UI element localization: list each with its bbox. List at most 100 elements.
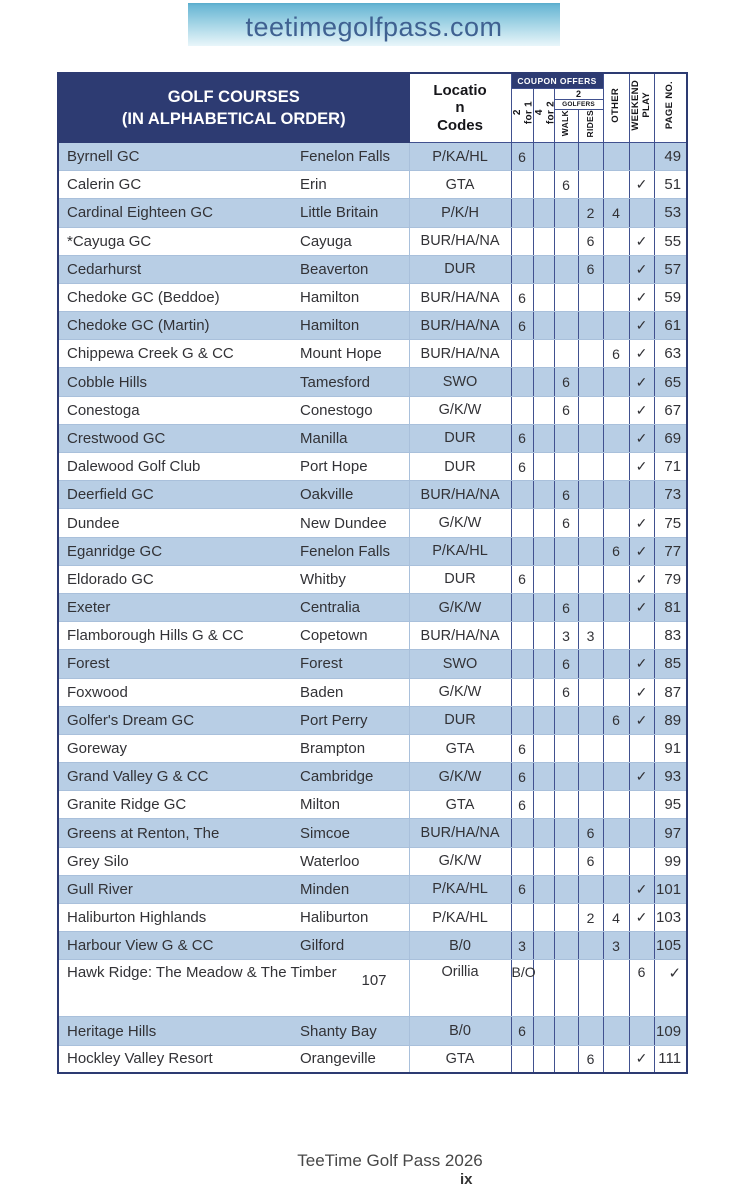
- course-location-cell: Orangeville: [300, 1044, 410, 1074]
- coupon-2for1-cell: [510, 1044, 534, 1074]
- coupon-walk-cell: 6: [553, 508, 579, 538]
- weekend-play-cell: ✓: [628, 762, 655, 792]
- course-name-cell: Eldorado GC: [57, 564, 300, 594]
- course-name-cell: Harbour View G & CC: [57, 931, 300, 961]
- coupon-other-cell: [602, 621, 630, 651]
- coupon-2for1-cell: [510, 592, 534, 623]
- table-row: Hockley Valley Resort Orangeville GTA 6 ✓ 111: [57, 1044, 688, 1074]
- coupon-2for1-cell: [510, 536, 534, 566]
- course-location-cell: Forest: [300, 649, 410, 679]
- coupon-2for1-cell: [510, 480, 534, 510]
- page-number-cell: 77: [653, 536, 688, 566]
- course-name-cell: Cobble Hills: [57, 367, 300, 397]
- coupon-2for1-cell: [510, 649, 534, 679]
- location-codes-cell: P/KA/HL: [408, 874, 512, 905]
- header-coupon-offers: COUPON OFFERS: [510, 72, 604, 89]
- coupon-walk-cell: 6: [553, 592, 579, 623]
- coupon-other-cell: 6: [602, 339, 630, 369]
- coupon-walk-cell: [553, 254, 579, 284]
- coupon-rides-cell: [577, 508, 604, 538]
- page-number-cell: 91: [653, 733, 688, 764]
- coupon-walk-cell: [553, 536, 579, 566]
- coupon-walk-cell: [553, 959, 579, 1018]
- coupon-walk-cell: [553, 423, 579, 454]
- table-row: Exeter Centralia G/K/W 6 ✓ 81: [57, 592, 688, 623]
- location-codes-cell: SWO: [408, 649, 512, 679]
- location-codes-cell: DUR: [408, 423, 512, 454]
- coupon-walk-cell: [553, 733, 579, 764]
- course-location-cell: Tamesford: [300, 367, 410, 397]
- coupon-4for2-cell: [532, 677, 555, 707]
- location-codes-cell: G/K/W: [408, 395, 512, 425]
- coupon-2for1-cell: [510, 818, 534, 848]
- page-number-cell: 57: [653, 254, 688, 284]
- table-row: Goreway Brampton GTA 6 91: [57, 733, 688, 764]
- table-row: Cedarhurst Beaverton DUR 6 ✓ 57: [57, 254, 688, 284]
- coupon-walk-cell: [553, 1016, 579, 1046]
- coupon-rides-cell: [577, 790, 604, 820]
- page-number-cell: 71: [653, 452, 688, 482]
- course-name-cell: Flamborough Hills G & CC: [57, 621, 300, 651]
- location-codes-cell: GTA: [408, 170, 512, 200]
- coupon-4for2-cell: [532, 198, 555, 228]
- table-row: Haliburton Highlands Haliburton P/KA/HL 2 4 ✓…: [57, 903, 688, 933]
- page-number-cell: 75: [653, 508, 688, 538]
- weekend-play-cell: [628, 733, 655, 764]
- weekend-play-cell: ✓: [628, 592, 655, 623]
- course-location-cell: Manilla: [300, 423, 410, 454]
- page-number-cell: 109: [653, 1016, 688, 1046]
- page-number-cell: 87: [653, 677, 688, 707]
- course-location-cell: Port Perry: [300, 705, 410, 735]
- coupon-other-cell: [602, 762, 630, 792]
- coupon-rides-cell: [577, 536, 604, 566]
- weekend-play-cell: ✓: [628, 170, 655, 200]
- course-location-cell: Beaverton: [300, 254, 410, 284]
- coupon-2for1-cell: [510, 198, 534, 228]
- weekend-play-cell: ✓: [628, 282, 655, 313]
- coupon-4for2-cell: [532, 846, 555, 876]
- coupon-4for2-cell: [532, 1044, 555, 1074]
- table-header: GOLF COURSES (IN ALPHABETICAL ORDER) Loc…: [57, 72, 688, 143]
- location-codes-cell: BUR/HA/NA: [408, 311, 512, 341]
- table-row: Flamborough Hills G & CC Copetown BUR/HA/N…: [57, 621, 688, 651]
- coupon-other-cell: [602, 282, 630, 313]
- coupon-2for1-cell: 6: [510, 733, 534, 764]
- weekend-play-cell: ✓: [628, 677, 655, 707]
- page-number-cell: 81: [653, 592, 688, 623]
- coupon-2for1-cell: [510, 705, 534, 735]
- course-location-cell: Hamilton: [300, 282, 410, 313]
- coupon-walk-cell: 6: [553, 480, 579, 510]
- page-number-cell: 59: [653, 282, 688, 313]
- course-name-cell: Hockley Valley Resort: [57, 1044, 300, 1074]
- weekend-play-cell: ✓: [628, 536, 655, 566]
- coupon-walk-cell: [553, 141, 579, 172]
- location-codes-cell: BUR/HA/NA: [408, 226, 512, 256]
- weekend-play-cell: [628, 790, 655, 820]
- course-name-cell: Conestoga: [57, 395, 300, 425]
- coupon-2for1-cell: 6: [510, 423, 534, 454]
- table-row: Deerfield GC Oakville BUR/HA/NA 6 73: [57, 480, 688, 510]
- course-location-cell: Simcoe: [300, 818, 410, 848]
- coupon-other-cell: [602, 226, 630, 256]
- course-location-cell: Milton: [300, 790, 410, 820]
- course-location-cell: Hamilton: [300, 311, 410, 341]
- coupon-other-cell: [602, 1044, 630, 1074]
- coupon-rides-cell: 6: [577, 254, 604, 284]
- coupon-other-cell: [602, 395, 630, 425]
- coupon-walk-cell: [553, 311, 579, 341]
- page-number-cell: 79: [653, 564, 688, 594]
- weekend-play-cell: [628, 931, 655, 961]
- page-number-cell: 111: [653, 1044, 688, 1074]
- coupon-rides-cell: [577, 705, 604, 735]
- table-row: Eganridge GC Fenelon Falls P/KA/HL 6 ✓ 77: [57, 536, 688, 566]
- table-row: Harbour View G & CC Gilford B/0 3 3 105: [57, 931, 688, 961]
- weekend-play-cell: ✓: [628, 564, 655, 594]
- coupon-2for1-cell: [510, 677, 534, 707]
- location-codes-cell: B/0: [408, 1016, 512, 1046]
- page-number-cell: 69: [653, 423, 688, 454]
- coupon-other-cell: [602, 452, 630, 482]
- coupon-walk-cell: 6: [553, 367, 579, 397]
- coupon-rides-cell: [577, 959, 604, 1018]
- coupon-rides-cell: [577, 339, 604, 369]
- course-location-cell: Fenelon Falls: [300, 536, 410, 566]
